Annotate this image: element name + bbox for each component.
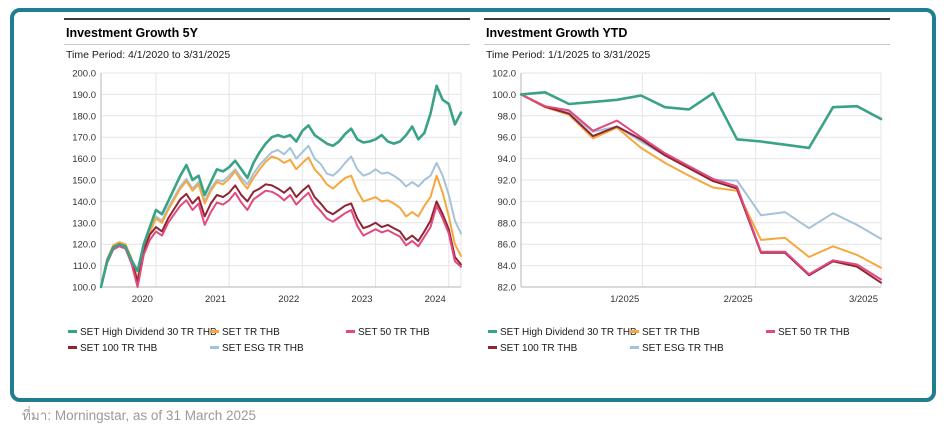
svg-text:82.0: 82.0	[498, 283, 517, 294]
legend: SET High Dividend 30 TR THB SET TR THB SET…	[64, 327, 470, 354]
legend-item: SET 100 TR THB	[68, 343, 210, 354]
svg-text:88.0: 88.0	[498, 218, 517, 229]
legend-marker-icon	[630, 345, 639, 349]
chart-subtitle: Time Period: 4/1/2020 to 3/31/2025	[66, 49, 231, 61]
legend-marker-icon	[488, 345, 497, 349]
panel-header: Investment Growth YTD Time Period: 1/1/2…	[484, 18, 890, 63]
svg-text:1/2025: 1/2025	[610, 294, 639, 305]
svg-text:98.0: 98.0	[498, 111, 517, 122]
legend-label: SET 50 TR THB	[358, 327, 430, 338]
svg-text:3/2025: 3/2025	[849, 294, 878, 305]
svg-text:190.0: 190.0	[72, 90, 96, 101]
panel-header: Investment Growth 5Y Time Period: 4/1/20…	[64, 18, 470, 63]
chart-title: Investment Growth 5Y	[64, 20, 470, 45]
legend-item: SET ESG TR THB	[210, 343, 346, 354]
legend-marker-icon	[210, 345, 219, 349]
svg-text:90.0: 90.0	[498, 197, 517, 208]
svg-text:140.0: 140.0	[72, 197, 96, 208]
svg-text:2021: 2021	[205, 294, 226, 305]
chart-subtitle: Time Period: 1/1/2025 to 3/31/2025	[486, 49, 651, 61]
svg-text:2024: 2024	[425, 294, 446, 305]
legend-item: SET 50 TR THB	[766, 327, 890, 338]
svg-text:86.0: 86.0	[498, 240, 517, 251]
legend-label: SET ESG TR THB	[222, 343, 304, 354]
report-frame: Investment Growth 5Y Time Period: 4/1/20…	[10, 8, 936, 402]
svg-text:84.0: 84.0	[498, 261, 517, 272]
svg-text:2022: 2022	[278, 294, 299, 305]
line-chart-5y: 200.0 190.0 180.0 170.0 160.0 150.0 140.0 130.0…	[72, 69, 463, 305]
chart-panel-ytd: Investment Growth YTD Time Period: 1/1/2…	[484, 18, 890, 398]
svg-text:200.0: 200.0	[72, 69, 96, 80]
legend-marker-icon	[210, 329, 219, 333]
svg-text:2023: 2023	[351, 294, 372, 305]
svg-text:2020: 2020	[132, 294, 153, 305]
legend-label: SET TR THB	[642, 327, 700, 338]
svg-text:100.0: 100.0	[492, 90, 516, 101]
legend-label: SET High Dividend 30 TR THB	[500, 327, 637, 338]
svg-text:180.0: 180.0	[72, 111, 96, 122]
svg-text:150.0: 150.0	[72, 176, 96, 187]
legend-item: SET 50 TR THB	[346, 327, 470, 338]
svg-text:110.0: 110.0	[73, 261, 96, 272]
svg-text:94.0: 94.0	[498, 154, 517, 165]
legend-label: SET 100 TR THB	[500, 343, 578, 354]
svg-text:102.0: 102.0	[492, 69, 516, 80]
svg-text:170.0: 170.0	[72, 133, 96, 144]
legend-item: SET 100 TR THB	[488, 343, 630, 354]
svg-text:160.0: 160.0	[72, 154, 96, 165]
line-chart-ytd: 102.0 100.0 98.0 96.0 94.0 92.0 90.0 88.0 86.0 84…	[492, 69, 883, 305]
legend-label: SET 100 TR THB	[80, 343, 158, 354]
svg-text:100.0: 100.0	[72, 283, 96, 294]
svg-text:92.0: 92.0	[498, 176, 517, 187]
legend-label: SET High Dividend 30 TR THB	[80, 327, 217, 338]
svg-text:2/2025: 2/2025	[724, 294, 753, 305]
legend-marker-icon	[68, 345, 77, 349]
legend-label: SET ESG TR THB	[642, 343, 724, 354]
legend-marker-icon	[630, 329, 639, 333]
source-note: ที่มา: Morningstar, as of 31 March 2025	[22, 408, 256, 423]
legend-label: SET TR THB	[222, 327, 280, 338]
legend-marker-icon	[346, 329, 355, 333]
chart-panel-5y: Investment Growth 5Y Time Period: 4/1/20…	[64, 18, 470, 398]
legend-item: SET ESG TR THB	[630, 343, 766, 354]
legend-marker-icon	[68, 329, 77, 333]
chart-title: Investment Growth YTD	[484, 20, 890, 45]
svg-text:96.0: 96.0	[498, 133, 517, 144]
legend-item: SET TR THB	[210, 327, 346, 338]
legend: SET High Dividend 30 TR THB SET TR THB SET…	[484, 327, 890, 354]
legend-label: SET 50 TR THB	[778, 327, 850, 338]
legend-item: SET High Dividend 30 TR THB	[68, 327, 217, 338]
svg-text:130.0: 130.0	[72, 218, 96, 229]
legend-marker-icon	[766, 329, 775, 333]
legend-marker-icon	[488, 329, 497, 333]
legend-item: SET TR THB	[630, 327, 766, 338]
legend-item: SET High Dividend 30 TR THB	[488, 327, 637, 338]
svg-text:120.0: 120.0	[72, 240, 96, 251]
